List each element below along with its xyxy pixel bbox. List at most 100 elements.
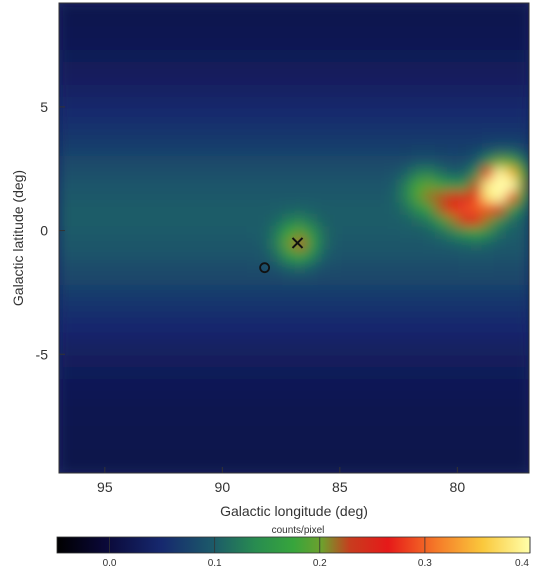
heatmap-cell [517, 285, 529, 298]
heatmap-cell [211, 285, 225, 298]
heatmap-cell [223, 155, 236, 169]
heatmap-cell [235, 261, 248, 274]
heatmap-cell [364, 226, 377, 239]
heatmap-cell [352, 97, 366, 110]
heatmap-cell [282, 332, 295, 345]
heatmap-cell [106, 144, 119, 157]
heatmap-cell [458, 202, 471, 216]
heatmap-cell [423, 414, 436, 427]
heatmap-cell [352, 38, 366, 51]
heatmap-cell [200, 85, 213, 98]
heatmap-cell [493, 50, 507, 63]
heatmap-cell [223, 97, 236, 110]
heatmap-cell [235, 426, 248, 439]
heatmap-cell [376, 414, 389, 427]
heatmap-cell [446, 238, 460, 251]
heatmap-cell [153, 449, 166, 462]
heatmap-cell [294, 144, 307, 157]
heatmap-cell [505, 144, 518, 157]
heatmap-cell [106, 214, 119, 227]
heatmap-cell [282, 14, 295, 28]
heatmap-cell [305, 296, 319, 310]
heatmap-cell [446, 296, 460, 310]
heatmap-cell [176, 50, 189, 63]
heatmap-cell [341, 449, 354, 462]
heatmap-cell [364, 273, 377, 286]
heatmap-cell [153, 343, 166, 357]
heatmap-cell [282, 414, 295, 427]
heatmap-cell [482, 226, 495, 239]
heatmap-cell [153, 120, 166, 133]
heatmap-cell [317, 414, 330, 427]
heatmap-cell [399, 332, 413, 345]
heatmap-cell [399, 379, 413, 392]
heatmap-cell [164, 343, 178, 357]
heatmap-cell [364, 308, 377, 321]
heatmap-cells [59, 3, 529, 473]
heatmap-cell [188, 179, 201, 192]
heatmap-cell [153, 26, 166, 39]
heatmap-cell [505, 296, 518, 310]
heatmap-cell [117, 155, 131, 169]
heatmap-cell [106, 296, 119, 310]
heatmap-cell [117, 191, 131, 204]
heatmap-cell [270, 14, 283, 28]
heatmap-cell [493, 73, 507, 86]
heatmap-cell [435, 97, 448, 110]
heatmap-cell [517, 461, 529, 473]
heatmap-cell [294, 437, 307, 451]
heatmap-cell [458, 238, 471, 251]
heatmap-cell [129, 85, 142, 98]
heatmap-cell [352, 202, 366, 216]
heatmap-cell [517, 38, 529, 51]
heatmap-cell [423, 155, 436, 169]
heatmap-cell [341, 14, 354, 28]
heatmap-cell [59, 320, 72, 333]
heatmap-cell [106, 26, 119, 39]
heatmap-cell [94, 379, 107, 392]
heatmap-cell [352, 14, 366, 28]
heatmap-cell [106, 3, 119, 16]
heatmap-cell [176, 14, 189, 28]
heatmap-cell [482, 97, 495, 110]
heatmap-cell [352, 3, 366, 16]
heatmap-cell [482, 238, 495, 251]
heatmap-cell [94, 38, 107, 51]
heatmap-cell [458, 73, 471, 86]
heatmap-cell [446, 191, 460, 204]
heatmap-cell [188, 343, 201, 357]
heatmap-cell [59, 249, 72, 263]
heatmap-cell [482, 261, 495, 274]
heatmap-cell [423, 50, 436, 63]
heatmap-cell [235, 437, 248, 451]
heatmap-cell [435, 14, 448, 28]
heatmap-cell [94, 390, 107, 404]
heatmap-cell [294, 367, 307, 380]
heatmap-cell [517, 3, 529, 16]
heatmap-cell [458, 108, 471, 122]
heatmap-cell [117, 179, 131, 192]
heatmap-cell [435, 320, 448, 333]
heatmap-cell [329, 414, 342, 427]
heatmap-cell [235, 249, 248, 263]
heatmap-cell [505, 73, 518, 86]
heatmap-cell [411, 214, 424, 227]
heatmap-cell [129, 320, 142, 333]
heatmap-cell [270, 50, 283, 63]
heatmap-cell [435, 355, 448, 368]
heatmap-cell [200, 73, 213, 86]
heatmap-cell [294, 214, 307, 227]
heatmap-cell [153, 437, 166, 451]
heatmap-cell [223, 273, 236, 286]
heatmap-cell [317, 461, 330, 473]
heatmap-cell [211, 296, 225, 310]
heatmap-cell [435, 214, 448, 227]
heatmap-cell [70, 332, 84, 345]
heatmap-cell [223, 85, 236, 98]
heatmap-cell [493, 367, 507, 380]
heatmap-cell [435, 144, 448, 157]
heatmap-cell [341, 120, 354, 133]
x-tick-label: 85 [332, 479, 348, 495]
heatmap-cell [94, 155, 107, 169]
heatmap-cell [446, 61, 460, 75]
